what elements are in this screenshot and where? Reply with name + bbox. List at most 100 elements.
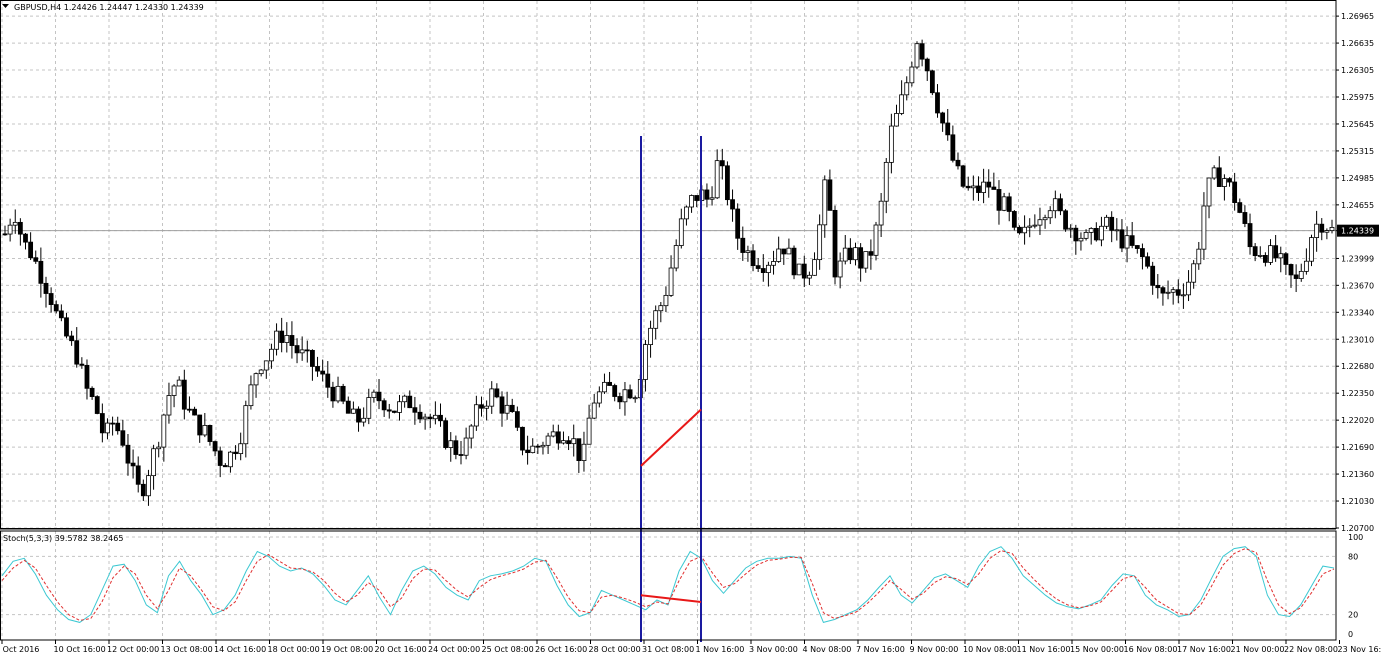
candle-body (192, 408, 197, 416)
candle-body (694, 195, 700, 201)
candle-body (1155, 284, 1161, 289)
candle-body (402, 395, 408, 403)
candle-body (12, 221, 18, 226)
candle-body (627, 389, 633, 399)
candle-body (1063, 210, 1068, 230)
candle-body (837, 260, 843, 278)
candle-body (704, 189, 710, 200)
dropdown-arrow-icon[interactable] (2, 4, 9, 8)
price-tick-label: 1.24655 (1341, 201, 1374, 210)
time-tick-label: 1 Nov 16:00 (696, 645, 745, 654)
candle-body (1037, 219, 1043, 226)
candle-body (760, 268, 766, 273)
candle-body (320, 370, 326, 375)
price-tick-label: 1.26965 (1341, 12, 1374, 21)
candle-body (883, 161, 889, 202)
price-tick-label: 1.22020 (1341, 416, 1374, 425)
candle-body (730, 199, 735, 210)
candle-body (310, 349, 315, 367)
candle-body (509, 404, 515, 412)
candle-body (99, 413, 105, 434)
candle-body (151, 448, 156, 477)
current-price-label: 1.24339 (1341, 227, 1374, 236)
time-tick-label: 4 Nov 08:00 (803, 645, 852, 654)
candle-body (689, 195, 694, 208)
candle-body (140, 483, 146, 497)
price-tick-label: 1.22350 (1341, 389, 1374, 398)
time-tick-label: 21 Nov 00:00 (1231, 645, 1285, 654)
candle-body (89, 387, 95, 397)
candle-body (181, 379, 187, 410)
candle-body (120, 430, 126, 446)
candle-body (105, 422, 110, 434)
stoch-tick-label: 0 (1348, 630, 1353, 639)
candle-body (714, 160, 720, 199)
candle-body (427, 416, 433, 420)
candle-body (468, 425, 474, 439)
candle-body (1303, 260, 1309, 272)
candle-body (1196, 248, 1202, 265)
candle-body (540, 444, 546, 448)
candle-body (745, 250, 751, 253)
candle-body (397, 401, 402, 413)
candle-body (1099, 225, 1104, 241)
candle-body (1293, 274, 1299, 279)
candle-body (391, 410, 397, 413)
panel-frames (0, 0, 1337, 641)
candle-body (617, 396, 623, 403)
candle-body (653, 310, 659, 329)
candle-body (525, 449, 531, 454)
stochastic-lines (1, 546, 1335, 623)
candle-body (1237, 202, 1243, 213)
candle-body (822, 179, 828, 226)
price-tick-label: 1.23999 (1341, 254, 1374, 263)
candle-body (340, 385, 346, 402)
candle-body (448, 440, 454, 448)
time-tick-label: 12 Oct 00:00 (107, 645, 159, 654)
candle-body (197, 414, 203, 436)
candle-body (555, 431, 561, 444)
candle-body (176, 379, 182, 387)
candle-body (94, 396, 100, 414)
candle-body (1058, 198, 1063, 212)
candle-body (786, 247, 792, 255)
candle-body (668, 267, 674, 296)
candle-body (1222, 178, 1227, 187)
candle-body (1216, 167, 1222, 187)
candle-body (581, 443, 587, 462)
candle-body (1068, 227, 1074, 230)
candle-body (607, 381, 612, 386)
candle-body (7, 224, 13, 235)
candle-body (443, 420, 449, 448)
candle-body (1227, 178, 1232, 183)
candle-body (632, 397, 638, 400)
candle-body (166, 395, 172, 416)
candle-body (771, 261, 776, 266)
candle-body (238, 443, 244, 455)
price-axis[interactable]: 1.26965 1.26635 1.26305 1.25975 1.25645 1.253… (1336, 12, 1379, 533)
candle-body (791, 247, 797, 276)
candle-body (1160, 287, 1166, 294)
candle-body (84, 364, 90, 389)
candle-body (279, 330, 285, 343)
time-tick-label: 31 Oct 08:00 (642, 645, 694, 654)
candle-body (1283, 253, 1289, 265)
candlestick-series[interactable] (2, 39, 1335, 506)
candle-body (1042, 217, 1048, 221)
candle-body (335, 385, 341, 402)
candle-body (673, 245, 679, 269)
candle-body (868, 251, 874, 256)
stoch-tick-label: 20 (1348, 611, 1358, 620)
candle-body (571, 438, 577, 445)
candle-body (412, 407, 418, 413)
candle-body (386, 409, 392, 412)
price-tick-label: 1.21030 (1341, 497, 1374, 506)
candle-body (284, 335, 290, 343)
analysis-markers[interactable] (640, 136, 702, 642)
candle-body (1201, 205, 1207, 250)
candle-body (187, 408, 192, 411)
candle-body (591, 402, 597, 419)
candle-body (1186, 281, 1191, 296)
